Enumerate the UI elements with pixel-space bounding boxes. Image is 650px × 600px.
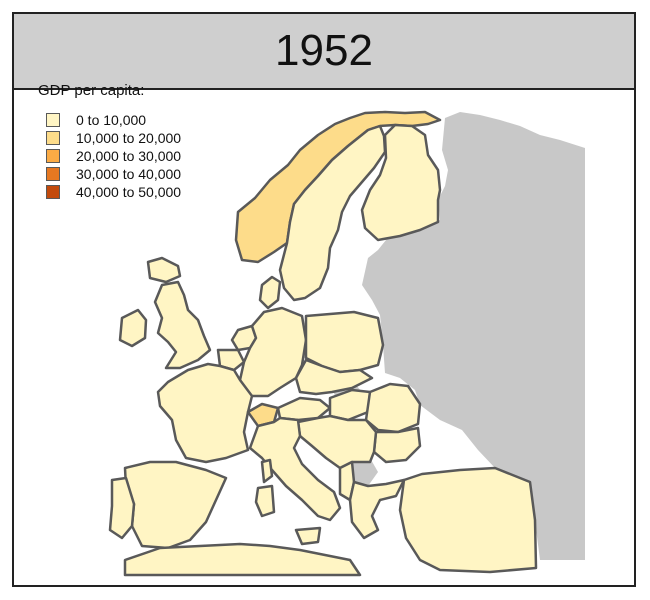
legend-label: 40,000 to 50,000 xyxy=(76,184,182,200)
country-sweden[interactable] xyxy=(278,124,387,302)
legend-swatch xyxy=(46,185,60,199)
legend-title: GDP per capita: xyxy=(38,82,145,99)
country-yugoslavia[interactable] xyxy=(296,414,378,470)
legend-item: 10,000 to 20,000 xyxy=(46,129,181,147)
legend-label: 10,000 to 20,000 xyxy=(76,130,182,146)
country-germany[interactable] xyxy=(238,306,308,398)
legend-swatch xyxy=(46,149,60,163)
country-ireland[interactable] xyxy=(118,308,148,348)
country-france[interactable] xyxy=(156,362,254,464)
legend-item: 40,000 to 50,000 xyxy=(46,183,181,201)
legend-swatch xyxy=(46,113,60,127)
country-united-kingdom[interactable] xyxy=(153,280,212,370)
country-sicily[interactable] xyxy=(294,526,322,546)
country-switzerland[interactable] xyxy=(246,402,280,428)
country-north-africa[interactable] xyxy=(123,542,362,577)
country-czechoslovakia[interactable] xyxy=(294,358,374,396)
legend-swatch xyxy=(46,167,60,181)
country-belgium[interactable] xyxy=(216,348,246,372)
legend-label: 30,000 to 40,000 xyxy=(76,166,182,182)
russia-region xyxy=(362,112,585,560)
macedonia-region xyxy=(352,458,378,486)
country-corsica[interactable] xyxy=(260,458,274,484)
country-spain[interactable] xyxy=(123,460,228,550)
legend-item: 20,000 to 30,000 xyxy=(46,147,181,165)
country-hungary[interactable] xyxy=(328,388,372,422)
country-portugal[interactable] xyxy=(108,476,136,540)
legend-label: 20,000 to 30,000 xyxy=(76,148,182,164)
country-turkey[interactable] xyxy=(398,466,538,574)
country-denmark[interactable] xyxy=(258,275,282,310)
map-title: 1952 xyxy=(275,26,373,75)
legend-swatch xyxy=(46,131,60,145)
country-iceland[interactable] xyxy=(146,256,182,284)
country-greece[interactable] xyxy=(348,478,406,540)
legend: GDP per capita: 0 to 10,000 10,000 to 20… xyxy=(38,82,181,201)
country-sardinia[interactable] xyxy=(254,484,276,518)
legend-item: 0 to 10,000 xyxy=(46,111,181,129)
legend-label: 0 to 10,000 xyxy=(76,112,147,128)
country-bulgaria[interactable] xyxy=(372,426,422,464)
legend-item: 30,000 to 40,000 xyxy=(46,165,181,183)
country-romania[interactable] xyxy=(364,382,422,434)
title-bar: 1952 xyxy=(14,14,634,90)
country-finland[interactable] xyxy=(360,123,442,242)
